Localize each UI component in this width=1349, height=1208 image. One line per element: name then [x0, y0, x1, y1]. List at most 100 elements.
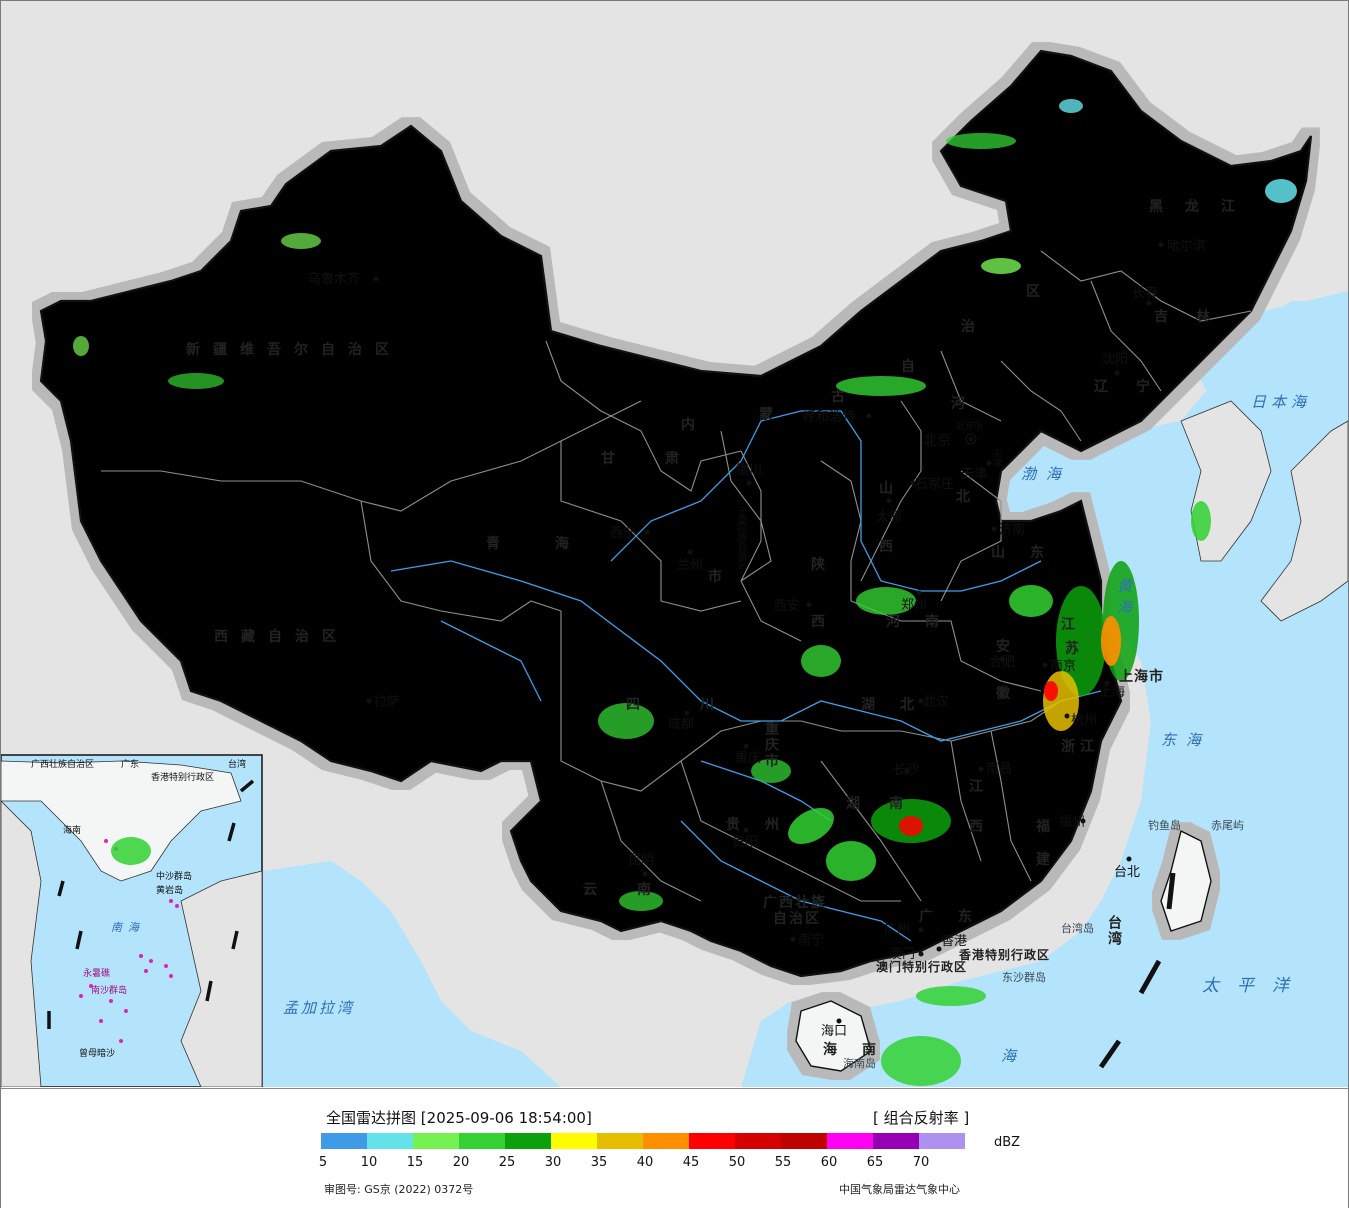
- label-liaoning: 辽宁: [1094, 378, 1178, 395]
- city-taibei: 台北: [1114, 865, 1140, 880]
- city-hangzhou: 杭州: [1071, 713, 1097, 728]
- scale-swatch-13: [919, 1133, 965, 1149]
- city-xianggang: 香港: [941, 934, 967, 949]
- scale-unit: dBZ: [994, 1135, 1021, 1150]
- scale-tick-11: 60: [820, 1155, 838, 1170]
- scale-tick-8: 45: [682, 1155, 700, 1170]
- inset-nanhai: 南海: [111, 921, 145, 934]
- city-haerbin: 哈尔滨: [1167, 238, 1206, 254]
- label-zhejiang: 浙江: [1061, 738, 1099, 755]
- island-diaoyu: 钓鱼岛: [1148, 818, 1181, 832]
- hainan-island: [795, 1000, 872, 1072]
- city-tianjin: 天津: [961, 467, 987, 482]
- label-heilongjiang: 黑龙江: [1149, 198, 1257, 215]
- label-neimenggu-6: 区: [1026, 284, 1053, 300]
- inset-guangxi: 广西壮族自治区: [31, 758, 94, 770]
- label-neimenggu-4: 自: [901, 358, 928, 375]
- label-beijing-region: 北京市: [956, 420, 983, 432]
- scale-tick-3: 20: [452, 1155, 470, 1170]
- scale-swatch-6: [597, 1133, 643, 1149]
- legend-panel: 全国雷达拼图 [2025-09-06 18:54:00] [ 组合反射率 ] 5…: [1, 1088, 1348, 1208]
- scale-swatch-7: [643, 1133, 689, 1149]
- label-gansu: 甘肃: [601, 450, 729, 467]
- inset-zhongsha: 中沙群岛: [156, 870, 192, 882]
- south-sea-inset: [1, 754, 263, 1087]
- label-hk-sar: 香港特别行政区: [958, 947, 1050, 962]
- island-taiwan: 台湾岛: [1061, 921, 1094, 935]
- label-guangdong: 广东: [919, 908, 997, 925]
- city-xining: 西宁: [610, 525, 636, 541]
- island-labels: 钓鱼岛 赤尾屿 台湾岛 东沙群岛 海南岛: [843, 818, 1244, 1070]
- legend-timestamp: [2025-09-06 18:54:00]: [420, 1109, 592, 1127]
- label-jiangxi-1: 江: [969, 778, 996, 795]
- label-taiwan: 台湾: [1106, 914, 1122, 947]
- city-taiyuan: 太原: [876, 510, 902, 525]
- label-shaanxi-1: 陕: [811, 556, 838, 573]
- japan-sea: [1181, 291, 1348, 501]
- city-fuzhou: 福州: [1059, 815, 1085, 830]
- city-nanning: 南宁: [798, 932, 824, 948]
- scale-swatch-12: [873, 1133, 919, 1149]
- city-changchun: 长春: [1132, 286, 1158, 301]
- label-macau-sar: 澳门特别行政区: [876, 959, 967, 974]
- label-hebei-2: 北: [956, 489, 983, 505]
- city-guiyang: 贵阳: [732, 835, 758, 850]
- city-nanjing: 南京: [1050, 658, 1076, 674]
- label-xinjiang: 新疆维吾尔自治区: [186, 341, 402, 358]
- label-xizang: 西藏自治区: [214, 628, 349, 645]
- label-guangxi-1: 广西壮族: [763, 894, 827, 911]
- label-fujian-2: 建: [1036, 851, 1063, 868]
- city-yinchuan: 银川: [736, 463, 762, 478]
- label-neimenggu-3: 古: [831, 388, 858, 405]
- scale-tick-4: 25: [498, 1155, 516, 1170]
- city-wulumuqi: 乌鲁木齐: [308, 271, 360, 287]
- taiwan-island: [1160, 829, 1212, 932]
- sea-nanhai-char: 海: [1001, 1047, 1026, 1065]
- scale-swatch-9: [735, 1133, 781, 1149]
- label-shanghai-region: 上海市: [1119, 668, 1164, 685]
- label-gansu-city-char: 市: [708, 568, 735, 585]
- scale-tick-9: 50: [728, 1155, 746, 1170]
- scale-tick-5: 30: [544, 1155, 562, 1170]
- sea-taipingyang: 太平洋: [1202, 976, 1307, 996]
- province-boundaries: [101, 250, 1252, 902]
- agency-credit: 中国气象局雷达气象中心: [839, 1183, 960, 1196]
- label-neimenggu-1: 内: [681, 416, 708, 433]
- city-shenyang: 沈阳: [1102, 352, 1128, 367]
- city-xian: 西安: [774, 599, 800, 614]
- city-kunming: 昆明: [628, 853, 654, 868]
- scale-swatch-2: [413, 1133, 459, 1149]
- label-shandong: 山东: [991, 544, 1069, 561]
- island-chiwei: 赤尾屿: [1211, 819, 1244, 832]
- scale-swatch-3: [459, 1133, 505, 1149]
- sea-bengal: 孟加拉湾: [283, 999, 355, 1017]
- sea-ribenhai: 日本海: [1251, 393, 1311, 411]
- color-scale-ticks: 5 10 15 20 25 30 35 40 45 50 55 60 65 70: [319, 1155, 961, 1173]
- label-hunan-1: 湖: [846, 796, 873, 812]
- city-aomen: 澳门: [889, 946, 915, 962]
- city-hefei: 合肥: [989, 655, 1015, 670]
- label-neimenggu-5: 治: [961, 318, 988, 335]
- scale-swatch-4: [505, 1133, 551, 1149]
- inset-hk: 香港特别行政区: [151, 771, 214, 783]
- sea-donghai: 东海: [1161, 731, 1211, 749]
- label-fujian-1: 福: [1035, 818, 1063, 835]
- city-haikou: 海口: [821, 1024, 847, 1039]
- city-labels: 乌鲁木齐 拉萨 西宁 兰州 银川 呼和浩特 哈尔滨 长春 沈阳 北京 天津 石家…: [308, 238, 1206, 1039]
- legend-title-group: 全国雷达拼图 [2025-09-06 18:54:00]: [326, 1107, 592, 1128]
- label-henan: 河南: [886, 613, 964, 630]
- label-jiangsu-1: 江: [1061, 616, 1088, 633]
- radar-mosaic-map[interactable]: 新疆维吾尔自治区 西藏自治区 青海 甘肃 内 蒙 古 自 治 区 黑龙江 吉林 …: [1, 1, 1348, 1087]
- label-jilin: 吉林: [1154, 308, 1238, 325]
- label-neimenggu-2: 蒙: [759, 406, 786, 423]
- scale-tick-6: 35: [590, 1155, 608, 1170]
- city-shijiazhuang: 石家庄: [915, 476, 954, 492]
- legend-product: [ 组合反射率 ]: [873, 1109, 970, 1127]
- sea-labels: 渤海 黄海 东海 太平洋 日本海 孟加拉湾 海: [283, 393, 1311, 1065]
- city-chengdu: 成都: [668, 717, 694, 732]
- scale-swatch-11: [827, 1133, 873, 1149]
- label-hubei: 湖北: [861, 697, 939, 713]
- sea-huanghai: 黄海: [1115, 578, 1134, 620]
- city-wuhan: 武汉: [923, 695, 949, 710]
- label-hainan: 海南: [823, 1041, 901, 1058]
